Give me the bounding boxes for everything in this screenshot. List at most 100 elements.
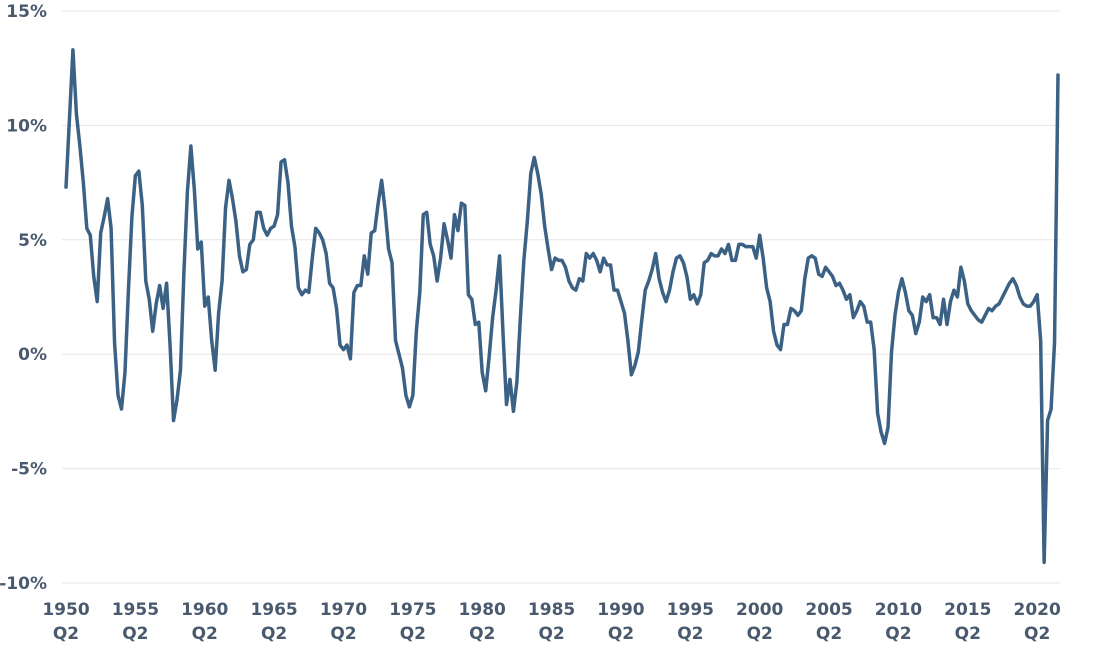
data-point [349,358,351,360]
data-point [942,298,944,300]
data-point [280,161,282,163]
data-point [443,223,445,225]
x-tick-year: 2000 [736,600,783,620]
x-tick-quarter: Q2 [955,624,981,644]
data-point [106,197,108,199]
data-point [335,307,337,309]
data-point [1012,278,1014,280]
data-point [79,145,81,147]
data-point [672,271,674,273]
data-point [925,300,927,302]
data-point [127,289,129,291]
data-point [731,259,733,261]
data-point [346,344,348,346]
data-point [1026,305,1028,307]
data-point [214,369,216,371]
data-point [720,248,722,250]
data-point [1015,284,1017,286]
data-point [131,216,133,218]
gridlines [62,10,1060,584]
data-point [453,213,455,215]
data-point [606,264,608,266]
data-point [152,330,154,332]
x-tick-label: 2010 Q2 [875,600,922,644]
data-point [922,296,924,298]
data-point [360,284,362,286]
data-point [935,316,937,318]
data-point [571,287,573,289]
data-point [526,220,528,222]
data-point [224,207,226,209]
x-tick-label: 1990 Q2 [597,600,644,644]
x-tick-quarter: Q2 [538,624,564,644]
data-point [953,289,955,291]
data-point [713,255,715,257]
data-point [186,191,188,193]
data-point [162,307,164,309]
x-tick-year: 1960 [181,600,228,620]
data-point [980,321,982,323]
data-point [700,294,702,296]
x-tick-label: 2015 Q2 [944,600,991,644]
data-point [821,275,823,277]
data-point [866,321,868,323]
data-point [387,248,389,250]
x-tick-label: 1950 Q2 [42,600,89,644]
data-point [516,380,518,382]
data-point [401,367,403,369]
data-point [190,145,192,147]
data-point [727,243,729,245]
data-point [103,216,105,218]
data-point [814,257,816,259]
data-point [1057,74,1059,76]
data-point [68,117,70,119]
x-tick-quarter: Q2 [400,624,426,644]
data-point [82,181,84,183]
data-point [637,351,639,353]
data-point [238,255,240,257]
x-tick-label: 1970 Q2 [320,600,367,644]
data-point [811,255,813,257]
data-point [231,197,233,199]
data-point [495,289,497,291]
data-point [158,284,160,286]
data-point [422,213,424,215]
data-point [367,273,369,275]
x-tick-quarter: Q2 [330,624,356,644]
data-point [328,282,330,284]
data-point [276,213,278,215]
data-point [894,314,896,316]
data-point [235,220,237,222]
data-point [540,193,542,195]
data-point [124,371,126,373]
data-point [932,316,934,318]
data-point [828,271,830,273]
data-point [488,355,490,357]
data-point [1039,339,1041,341]
x-tick-quarter: Q2 [1024,624,1050,644]
data-point [523,259,525,261]
data-point [134,175,136,177]
x-tick-year: 1955 [112,600,159,620]
data-point [287,181,289,183]
data-point [880,431,882,433]
data-point [852,316,854,318]
data-point [797,314,799,316]
data-point [547,248,549,250]
x-tick-quarter: Q2 [677,624,703,644]
data-point [419,291,421,293]
data-point [415,330,417,332]
data-point [408,406,410,408]
y-tick-label: 5% [18,231,47,251]
data-point [585,252,587,254]
data-point [426,211,428,213]
data-point [904,291,906,293]
data-point [394,339,396,341]
x-tick-year: 1950 [42,600,89,620]
x-tick-label: 1980 Q2 [459,600,506,644]
data-point [568,280,570,282]
data-point [1005,289,1007,291]
data-point [783,323,785,325]
data-point [502,332,504,334]
x-tick-label: 2005 Q2 [805,600,852,644]
